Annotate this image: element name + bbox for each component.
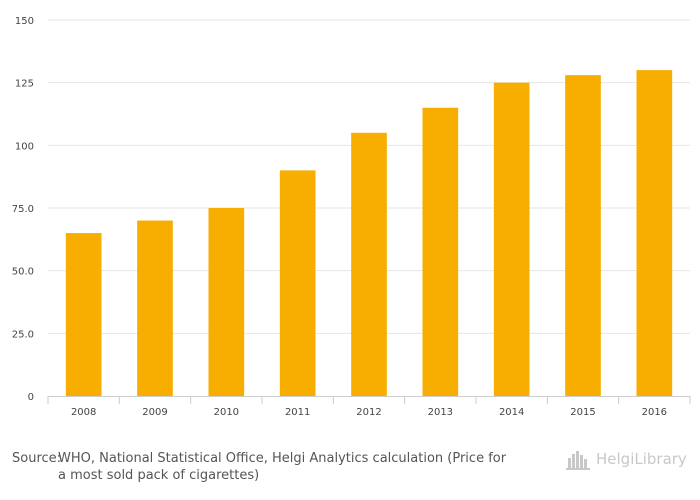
- source-note: Source:WHO, National Statistical Office,…: [12, 450, 532, 484]
- bar-2012: [351, 132, 387, 397]
- x-tick-label: 2011: [285, 407, 310, 418]
- y-axis-tick-labels: 0 25.0 50.0 75.0 100 125 150: [12, 16, 34, 403]
- x-tick-label: 2010: [214, 407, 239, 418]
- y-tick-label: 150: [15, 16, 34, 27]
- x-tick-label: 2012: [356, 407, 381, 418]
- bar-2011: [279, 170, 316, 396]
- x-tick-label: 2009: [142, 407, 167, 418]
- x-tick-label: 2013: [428, 407, 453, 418]
- x-tick-label: 2016: [642, 407, 667, 418]
- source-text: WHO, National Statistical Office, Helgi …: [58, 451, 507, 483]
- y-tick-label: 50.0: [12, 267, 34, 278]
- x-tick-label: 2014: [499, 407, 524, 418]
- y-tick-label: 75.0: [12, 204, 34, 215]
- bar-2010: [208, 208, 245, 396]
- x-axis-tick-labels: 2008 2009 2010 2011 2012 2013 2014 2015 2016: [71, 407, 667, 418]
- helgi-library-buildings-icon: [566, 451, 590, 470]
- bar-2008: [65, 233, 102, 396]
- bar-2014: [493, 82, 530, 397]
- x-tick-label: 2015: [570, 407, 595, 418]
- bars: [65, 70, 673, 397]
- y-tick-label: 100: [15, 141, 34, 152]
- helgi-library-logo: HelgiLibrary: [566, 447, 692, 473]
- bar-2013: [422, 107, 459, 396]
- bar-2009: [137, 220, 173, 396]
- source-label: Source:: [12, 451, 62, 466]
- y-tick-label: 0: [28, 392, 34, 403]
- bar-2015: [565, 75, 601, 396]
- y-tick-label: 125: [15, 79, 34, 90]
- logo-text: HelgiLibrary: [596, 450, 687, 468]
- bar-2016: [636, 70, 673, 396]
- y-tick-label: 25.0: [12, 329, 34, 340]
- x-axis: [47, 396, 691, 404]
- x-tick-label: 2008: [71, 407, 96, 418]
